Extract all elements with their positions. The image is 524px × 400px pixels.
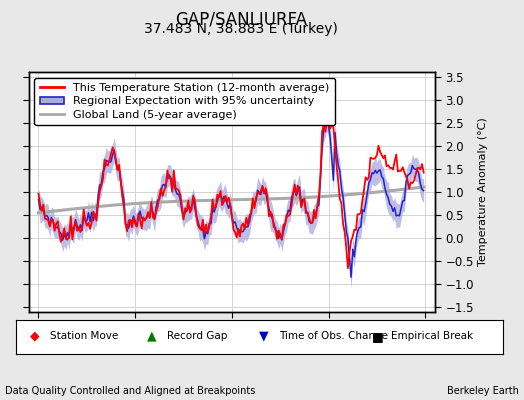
Text: ▲: ▲ [147,330,157,343]
Y-axis label: Temperature Anomaly (°C): Temperature Anomaly (°C) [478,118,488,266]
Text: ▼: ▼ [259,330,269,343]
Text: Data Quality Controlled and Aligned at Breakpoints: Data Quality Controlled and Aligned at B… [5,386,256,396]
Text: Station Move: Station Move [50,331,118,341]
Text: ◆: ◆ [30,330,40,343]
Text: Time of Obs. Change: Time of Obs. Change [279,331,388,341]
Legend: This Temperature Station (12-month average), Regional Expectation with 95% uncer: This Temperature Station (12-month avera… [35,78,335,125]
Text: ■: ■ [372,330,383,343]
Text: GAP/SANLIURFA: GAP/SANLIURFA [175,10,307,28]
Text: Empirical Break: Empirical Break [391,331,473,341]
Text: Berkeley Earth: Berkeley Earth [447,386,519,396]
Text: 37.483 N, 38.883 E (Turkey): 37.483 N, 38.883 E (Turkey) [144,22,338,36]
Text: Record Gap: Record Gap [167,331,227,341]
